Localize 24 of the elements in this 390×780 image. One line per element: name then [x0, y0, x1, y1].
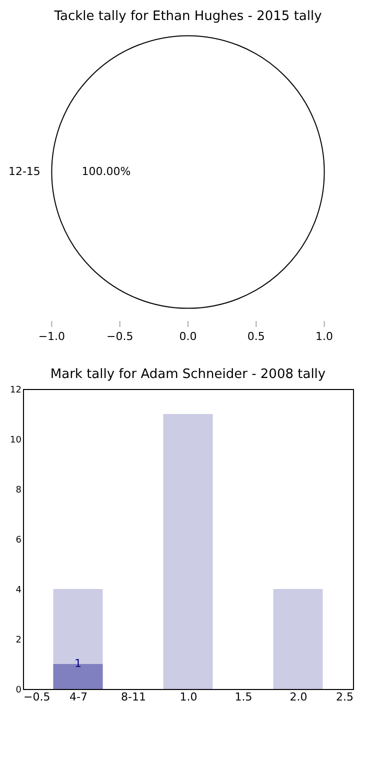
y-tick-label: 0	[16, 686, 22, 696]
y-tick-label: 10	[10, 436, 22, 446]
chart-title: Tackle tally for Ethan Hughes - 2015 tally	[53, 9, 322, 24]
x-tick-label: 1.0	[180, 690, 198, 704]
text: 0.5	[247, 330, 265, 343]
x-tick-label: 8-11	[121, 690, 146, 704]
data-label: 1	[74, 657, 82, 670]
y-tick-label: 2	[16, 636, 22, 646]
data-label: 100.00%	[82, 165, 131, 178]
x-tick-label: −0.5	[24, 690, 50, 704]
y-tick-label: 6	[16, 536, 22, 546]
x-tick-label: 1.5	[234, 690, 252, 704]
text: −0.5	[106, 330, 134, 343]
text: 0.0	[179, 330, 197, 343]
y-tick-label: 8	[16, 486, 22, 496]
y-tick-label: 4	[16, 586, 22, 596]
slice-label: 12-15	[8, 165, 40, 178]
y-tick-label: 12	[10, 386, 22, 396]
text: 1.0	[316, 330, 334, 343]
x-tick-label: 2.0	[290, 690, 308, 704]
x-tick-label: 4-7	[70, 690, 88, 704]
text: −1.0	[38, 330, 66, 343]
x-tick-label: 2.5	[336, 690, 354, 704]
chart-title: Mark tally for Adam Schneider - 2008 tally	[50, 367, 326, 382]
